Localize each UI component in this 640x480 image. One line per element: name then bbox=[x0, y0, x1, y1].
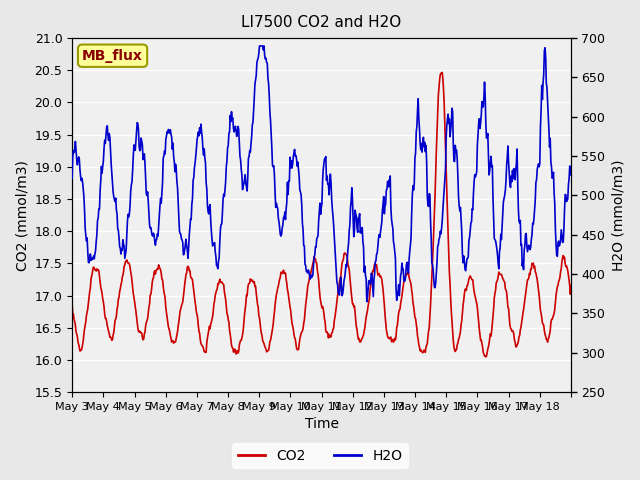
Y-axis label: H2O (mmol/m3): H2O (mmol/m3) bbox=[611, 159, 625, 271]
Y-axis label: CO2 (mmol/m3): CO2 (mmol/m3) bbox=[15, 160, 29, 271]
Legend: CO2, H2O: CO2, H2O bbox=[232, 443, 408, 468]
Title: LI7500 CO2 and H2O: LI7500 CO2 and H2O bbox=[241, 15, 402, 30]
X-axis label: Time: Time bbox=[305, 418, 339, 432]
Text: MB_flux: MB_flux bbox=[82, 49, 143, 63]
